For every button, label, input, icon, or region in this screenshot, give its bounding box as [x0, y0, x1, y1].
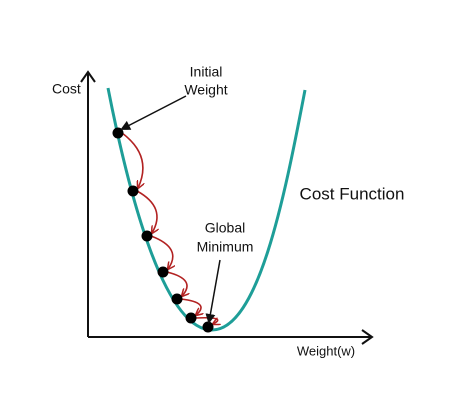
- annotation-line: Initial: [190, 64, 223, 80]
- step-arrow: [150, 235, 173, 269]
- annotation-line: Global: [205, 220, 245, 236]
- weight-point: [185, 312, 197, 324]
- step-arrow: [180, 298, 201, 315]
- weight-point: [112, 127, 124, 139]
- y-axis-arrow: [80, 70, 96, 83]
- x-axis-label: Weight(w): [297, 343, 355, 358]
- cost-curve: [106, 87, 307, 332]
- step-arrow: [121, 132, 143, 188]
- y-axis-label: Cost: [52, 81, 81, 97]
- step-arrow: [166, 271, 187, 296]
- weight-point: [127, 185, 139, 197]
- weight-point: [141, 230, 153, 242]
- weight-point: [157, 266, 169, 278]
- x-axis-arrow: [361, 329, 374, 345]
- weight-points: [112, 127, 214, 333]
- initial-pointer: [120, 95, 187, 130]
- annotation-line: Weight: [184, 82, 227, 98]
- minimum-pointer: [205, 259, 221, 324]
- curve-label: Cost Function: [300, 184, 405, 203]
- axes: [80, 70, 374, 345]
- weight-point: [171, 293, 183, 305]
- annotation-line: Minimum: [197, 239, 254, 255]
- step-arrow: [136, 190, 157, 233]
- weight-point: [202, 321, 214, 333]
